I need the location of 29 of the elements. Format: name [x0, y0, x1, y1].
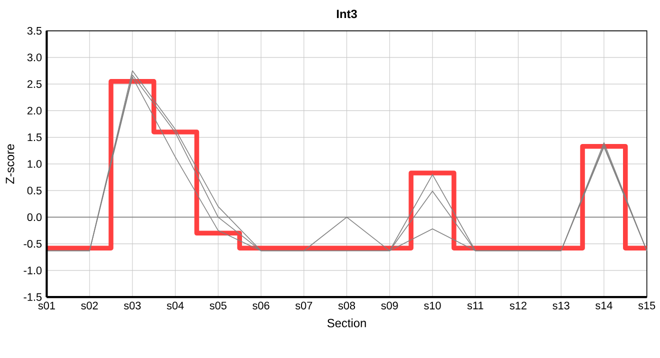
x-tick-label: s09: [381, 302, 398, 310]
x-tick-label: s13: [552, 302, 570, 310]
x-tick-label: s05: [210, 302, 226, 310]
y-tick-label: 2.0: [27, 107, 42, 115]
y-tick-label: -1.0: [24, 266, 42, 274]
x-tick-label: s11: [467, 302, 484, 310]
x-tick-label: s03: [124, 302, 141, 310]
x-tick-label: s15: [638, 302, 656, 310]
y-tick-label: 3.0: [27, 54, 42, 62]
y-tick-label: -0.5: [24, 240, 42, 248]
x-tick-label: s02: [81, 302, 98, 310]
x-tick-label: s12: [510, 302, 526, 310]
x-tick-label: s01: [38, 302, 55, 310]
x-tick-label: s08: [338, 302, 356, 310]
y-tick-label: 0.5: [27, 186, 42, 195]
x-tick-label: s07: [295, 302, 312, 310]
y-tick-label: 3.5: [27, 27, 42, 35]
y-tick-label: -1.5: [24, 293, 42, 302]
y-tick-label: 0.0: [27, 214, 42, 222]
y-tick-label: 1.5: [28, 134, 42, 142]
chart-title: Int3: [336, 10, 357, 18]
y-axis-title: Z-score: [6, 144, 14, 184]
x-tick-label: s04: [166, 302, 184, 310]
x-tick-label: s10: [424, 302, 441, 310]
x-tick-label: s06: [252, 302, 270, 310]
y-tick-label: 2.5: [27, 80, 42, 88]
x-tick-label: s14: [596, 302, 612, 310]
y-tick-label: 1.0: [28, 160, 42, 168]
x-axis-title: Section: [327, 318, 366, 328]
